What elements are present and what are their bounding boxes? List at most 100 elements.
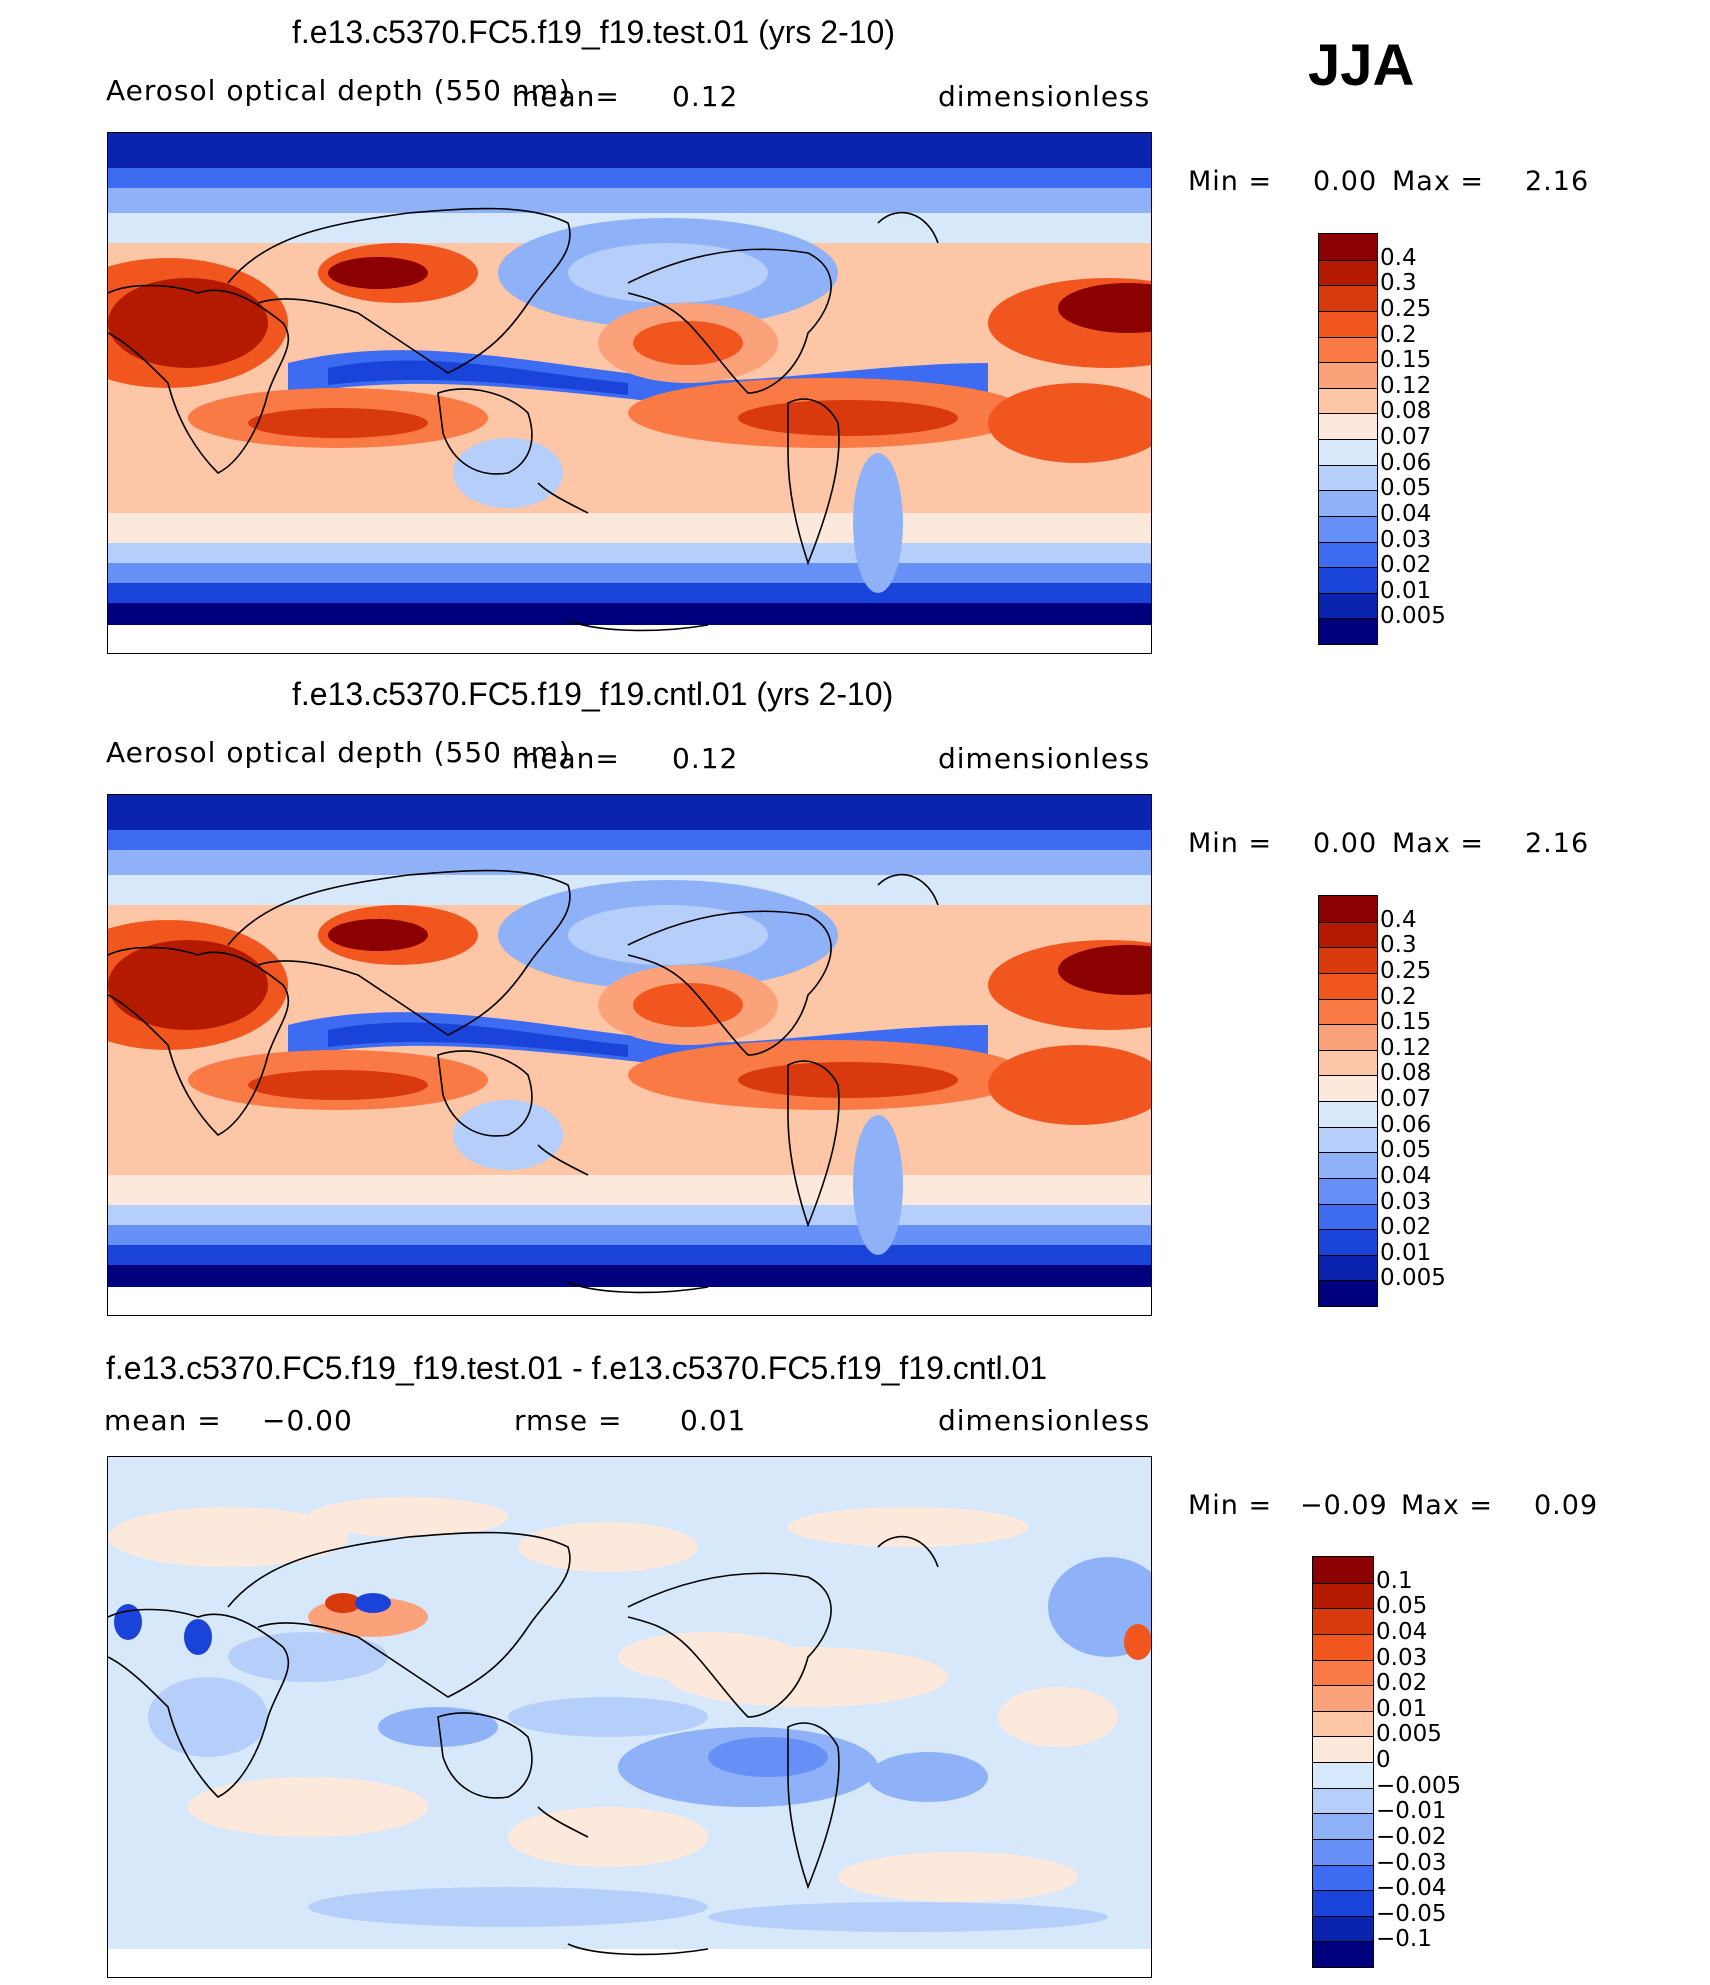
colorbar-label: 0.06 bbox=[1380, 1111, 1432, 1138]
colorbar-label: 0.01 bbox=[1376, 1695, 1428, 1722]
panel2-mean-value: 0.12 bbox=[672, 742, 739, 775]
colorbar-label: 0.005 bbox=[1380, 1265, 1446, 1292]
colorbar-box bbox=[1319, 285, 1377, 311]
panel1-min-label: Min = bbox=[1188, 166, 1273, 197]
colorbar-label: −0.03 bbox=[1376, 1849, 1447, 1876]
panel3-min-value: −0.09 bbox=[1300, 1490, 1388, 1521]
colorbar-box bbox=[1313, 1941, 1373, 1967]
colorbar-box bbox=[1313, 1710, 1373, 1737]
colorbar-label: −0.04 bbox=[1376, 1875, 1447, 1902]
colorbar-box bbox=[1319, 1024, 1377, 1050]
colorbar-box bbox=[1313, 1557, 1373, 1583]
panel2-colorbar bbox=[1318, 895, 1378, 1307]
colorbar-box bbox=[1319, 921, 1377, 948]
colorbar-box bbox=[1313, 1659, 1373, 1686]
panel1-max-value: 2.16 bbox=[1525, 166, 1590, 197]
panel1-map bbox=[107, 132, 1152, 654]
colorbar-box bbox=[1313, 1838, 1373, 1865]
colorbar-label: 0.2 bbox=[1380, 983, 1417, 1010]
colorbar-box bbox=[1313, 1813, 1373, 1839]
colorbar-label: 0.01 bbox=[1380, 577, 1432, 604]
panel3-mean-label: mean = bbox=[104, 1404, 222, 1437]
colorbar-label: −0.01 bbox=[1376, 1798, 1447, 1825]
colorbar-box bbox=[1319, 490, 1377, 516]
colorbar-box bbox=[1319, 541, 1377, 568]
colorbar-box bbox=[1313, 1608, 1373, 1634]
colorbar-box bbox=[1313, 1890, 1373, 1916]
colorbar-box bbox=[1319, 1101, 1377, 1127]
colorbar-box bbox=[1319, 234, 1377, 260]
colorbar-box bbox=[1319, 567, 1377, 593]
colorbar-label: 0.1 bbox=[1376, 1567, 1413, 1594]
panel2-variable: Aerosol optical depth (550 nm) bbox=[106, 736, 571, 769]
panel1-mean-value: 0.12 bbox=[672, 80, 739, 113]
colorbar-label: 0.05 bbox=[1380, 475, 1432, 502]
colorbar-label: −0.005 bbox=[1376, 1772, 1462, 1799]
panel3-colorbar bbox=[1312, 1556, 1374, 1968]
colorbar-box bbox=[1319, 387, 1377, 414]
panel3-units: dimensionless bbox=[938, 1404, 1151, 1437]
colorbar-box bbox=[1319, 998, 1377, 1025]
panel3-rmse-value: 0.01 bbox=[680, 1404, 747, 1437]
colorbar-label: 0.07 bbox=[1380, 1086, 1432, 1112]
colorbar-label: 0.3 bbox=[1380, 270, 1417, 297]
colorbar-label: 0.05 bbox=[1380, 1137, 1432, 1164]
colorbar-box bbox=[1319, 362, 1377, 388]
colorbar-box bbox=[1319, 1203, 1377, 1230]
colorbar-label: 0.03 bbox=[1380, 526, 1432, 553]
colorbar-box bbox=[1319, 1075, 1377, 1101]
season-label: JJA bbox=[1308, 33, 1415, 98]
colorbar-label: 0.02 bbox=[1380, 552, 1432, 579]
colorbar-box bbox=[1313, 1787, 1373, 1814]
colorbar-box bbox=[1319, 1126, 1377, 1153]
colorbar-label: −0.1 bbox=[1376, 1926, 1432, 1953]
colorbar-label: 0.05 bbox=[1376, 1593, 1428, 1620]
colorbar-label: 0.005 bbox=[1376, 1721, 1442, 1748]
colorbar-label: 0.4 bbox=[1380, 906, 1417, 933]
colorbar-label: 0.15 bbox=[1380, 347, 1432, 374]
colorbar-label: 0.03 bbox=[1380, 1188, 1432, 1215]
colorbar-label: 0.02 bbox=[1376, 1670, 1428, 1697]
colorbar-label: 0.03 bbox=[1376, 1644, 1428, 1671]
colorbar-label: 0.2 bbox=[1380, 321, 1417, 348]
colorbar-label: 0.04 bbox=[1380, 500, 1432, 527]
colorbar-box bbox=[1319, 515, 1377, 542]
panel3-title: f.e13.c5370.FC5.f19_f19.test.01 - f.e13.… bbox=[106, 1350, 1048, 1386]
colorbar-box bbox=[1319, 896, 1377, 922]
panel2-units: dimensionless bbox=[938, 742, 1151, 775]
colorbar-box bbox=[1319, 972, 1377, 999]
colorbar-label: 0.01 bbox=[1380, 1239, 1432, 1266]
panel3-max-label: Max = bbox=[1401, 1490, 1494, 1521]
panel1-colorbar bbox=[1318, 233, 1378, 645]
colorbar-box bbox=[1319, 618, 1377, 644]
colorbar-box bbox=[1319, 1229, 1377, 1255]
panel2-max-label: Max = bbox=[1392, 828, 1485, 859]
panel3-max-value: 0.09 bbox=[1534, 1490, 1599, 1521]
colorbar-label: 0.3 bbox=[1380, 932, 1417, 959]
panel1-title: f.e13.c5370.FC5.f19_f19.test.01 (yrs 2-1… bbox=[292, 14, 895, 50]
colorbar-box bbox=[1319, 1177, 1377, 1204]
colorbar-label: −0.02 bbox=[1376, 1823, 1447, 1850]
colorbar-box bbox=[1319, 336, 1377, 363]
colorbar-label: 0.12 bbox=[1380, 372, 1432, 399]
panel3-rmse-label: rmse = bbox=[514, 1404, 623, 1437]
panel3-map bbox=[107, 1456, 1152, 1978]
colorbar-box bbox=[1319, 464, 1377, 491]
panel1-max-label: Max = bbox=[1392, 166, 1485, 197]
colorbar-box bbox=[1319, 439, 1377, 465]
panel2-min-label: Min = bbox=[1188, 828, 1273, 859]
colorbar-label: 0.4 bbox=[1380, 244, 1417, 271]
colorbar-box bbox=[1313, 1685, 1373, 1711]
colorbar-label: 0.02 bbox=[1380, 1214, 1432, 1241]
colorbar-box bbox=[1313, 1864, 1373, 1891]
colorbar-box bbox=[1319, 947, 1377, 973]
panel3-mean-value: −0.00 bbox=[262, 1404, 353, 1437]
colorbar-box bbox=[1313, 1582, 1373, 1609]
colorbar-box bbox=[1319, 592, 1377, 619]
colorbar-box bbox=[1313, 1915, 1373, 1942]
colorbar-label: 0.15 bbox=[1380, 1009, 1432, 1036]
colorbar-box bbox=[1319, 413, 1377, 439]
colorbar-box bbox=[1319, 1254, 1377, 1281]
panel2-map bbox=[107, 794, 1152, 1316]
colorbar-box bbox=[1319, 1280, 1377, 1306]
